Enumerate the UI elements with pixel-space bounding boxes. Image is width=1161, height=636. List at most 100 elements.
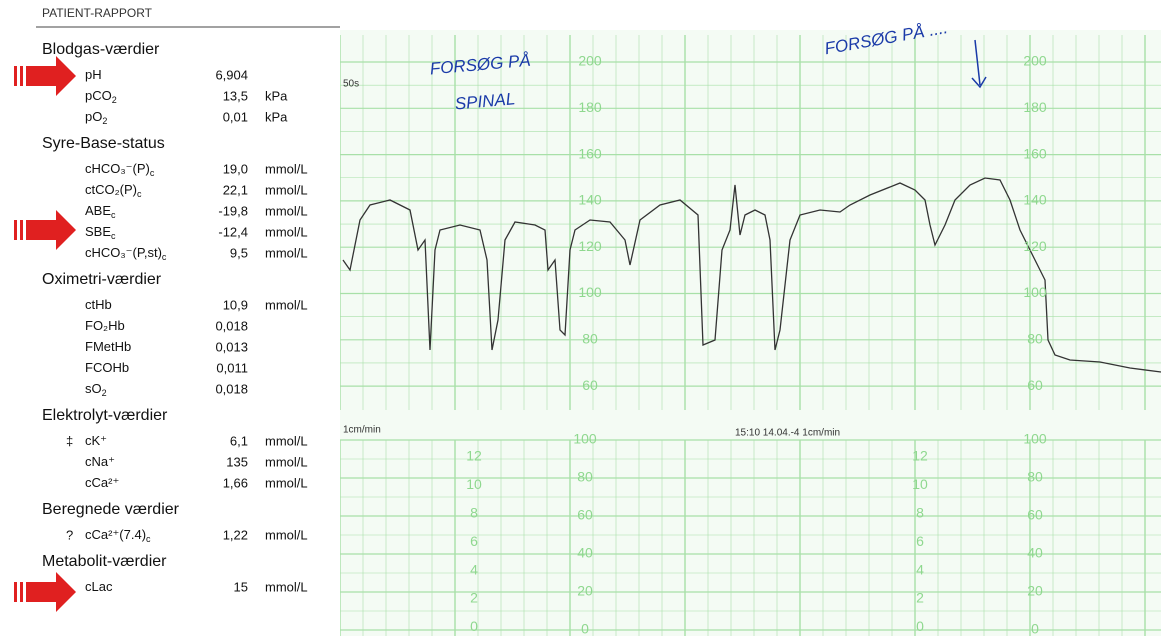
name-text: cHCO₃⁻(P,st)	[85, 245, 162, 260]
scale-label: 80	[1027, 469, 1043, 485]
paper-speed: 1cm/min	[343, 425, 381, 436]
row-value: 1,22	[223, 527, 248, 542]
name-subscript: c	[150, 168, 155, 178]
row-value: 1,66	[223, 475, 248, 490]
scale-label: 120	[1023, 238, 1047, 254]
name-text: ctHb	[85, 297, 112, 312]
row-flag: ‡	[66, 433, 73, 448]
scale-label: 80	[1027, 331, 1043, 347]
section-title: Elektrolyt-værdier	[42, 407, 168, 424]
row-value: 0,018	[215, 381, 248, 396]
name-text: cHCO₃⁻(P)	[85, 161, 150, 176]
section-title: Metabolit-værdier	[42, 553, 167, 570]
row-unit: mmol/L	[265, 203, 308, 218]
scale-label: 8	[916, 505, 924, 521]
page: PATIENT-RAPPORT 50s 1cm/min 15:10 14.04.…	[0, 0, 1161, 636]
scale-label: 60	[1027, 507, 1043, 523]
name-subscript: c	[162, 252, 167, 262]
name-text: SBE	[85, 224, 111, 239]
row-name: cNa⁺	[85, 454, 115, 469]
name-text: pO	[85, 109, 102, 124]
name-text: FMetHb	[85, 339, 131, 354]
row-unit: kPa	[265, 88, 288, 103]
name-subscript: c	[111, 210, 116, 220]
name-text: cCa²⁺	[85, 475, 119, 490]
scale-label: 180	[1023, 99, 1047, 115]
name-text: cCa²⁺(7.4)	[85, 527, 146, 542]
row-unit: mmol/L	[265, 297, 308, 312]
scale-label: 40	[577, 545, 593, 561]
row-value: 0,013	[215, 339, 248, 354]
name-text: cK⁺	[85, 433, 107, 448]
row-name: cCa²⁺	[85, 475, 119, 490]
scale-label: 100	[573, 431, 597, 447]
row-unit: kPa	[265, 109, 288, 124]
scale-label: 160	[1023, 145, 1047, 161]
row-value: 10,9	[223, 297, 248, 312]
scale-label: 0	[470, 618, 478, 634]
section-title: Blodgas-værdier	[42, 41, 160, 58]
name-subscript: 2	[102, 116, 107, 126]
row-unit: mmol/L	[265, 527, 308, 542]
row-value: 6,1	[230, 433, 248, 448]
scale-label: 10	[912, 476, 928, 492]
row-flag: ?	[66, 527, 73, 542]
scale-label: 8	[470, 505, 478, 521]
scale-label: 12	[912, 448, 928, 464]
row-unit: mmol/L	[265, 433, 308, 448]
row-value: -12,4	[218, 224, 248, 239]
row-unit: mmol/L	[265, 245, 308, 260]
scale-label: 140	[1023, 192, 1047, 208]
name-text: pCO	[85, 88, 112, 103]
scale-label: 200	[1023, 53, 1047, 69]
row-name: cHCO₃⁻(P)c	[85, 161, 155, 178]
name-text: cLac	[85, 579, 113, 594]
scale-label: 6	[470, 533, 478, 549]
scale-label: 100	[1023, 431, 1047, 447]
row-value: 6,904	[215, 67, 248, 82]
name-subscript: c	[146, 534, 151, 544]
row-value: 135	[226, 454, 248, 469]
time-stamp: 15:10 14.04.-4 1cm/min	[735, 428, 840, 439]
scale-label: 10	[466, 476, 482, 492]
row-value: 0,011	[216, 360, 248, 375]
scale-label: 80	[577, 469, 593, 485]
row-name: cLac	[85, 579, 113, 594]
scale-label: 80	[582, 331, 598, 347]
row-name: FMetHb	[85, 339, 131, 354]
name-text: pH	[85, 67, 102, 82]
row-name: cCa²⁺(7.4)c	[85, 527, 151, 544]
name-text: ctCO₂(P)	[85, 182, 137, 197]
scale-label: 60	[582, 377, 598, 393]
row-value: 15	[234, 579, 248, 594]
row-value: 0,018	[215, 318, 248, 333]
row-name: cHCO₃⁻(P,st)c	[85, 245, 167, 262]
row-unit: mmol/L	[265, 161, 308, 176]
row-value: 0,01	[223, 109, 248, 124]
scale-label: 60	[577, 507, 593, 523]
scale-label: 200	[578, 53, 602, 69]
row-name: cK⁺	[85, 433, 107, 448]
row-unit: mmol/L	[265, 579, 308, 594]
name-text: cNa⁺	[85, 454, 115, 469]
scale-label: 6	[916, 533, 924, 549]
scale-label: 100	[578, 284, 602, 300]
scale-label: 40	[1027, 545, 1043, 561]
trace-marker: 50s	[343, 79, 359, 90]
section-title: Oximetri-værdier	[42, 271, 162, 288]
scale-label: 60	[1027, 377, 1043, 393]
scale-label: 160	[578, 145, 602, 161]
scale-label: 2	[470, 590, 478, 606]
name-text: sO	[85, 381, 102, 396]
row-name: ctCO₂(P)c	[85, 182, 142, 199]
name-subscript: 2	[102, 388, 107, 398]
name-text: FCOHb	[85, 360, 129, 375]
row-name: FO₂Hb	[85, 318, 125, 333]
scale-label: 180	[578, 99, 602, 115]
report-header: PATIENT-RAPPORT	[42, 6, 153, 20]
scale-label: 120	[578, 238, 602, 254]
name-subscript: 2	[112, 95, 117, 105]
section-title: Beregnede værdier	[42, 501, 180, 518]
row-value: -19,8	[218, 203, 248, 218]
row-unit: mmol/L	[265, 454, 308, 469]
